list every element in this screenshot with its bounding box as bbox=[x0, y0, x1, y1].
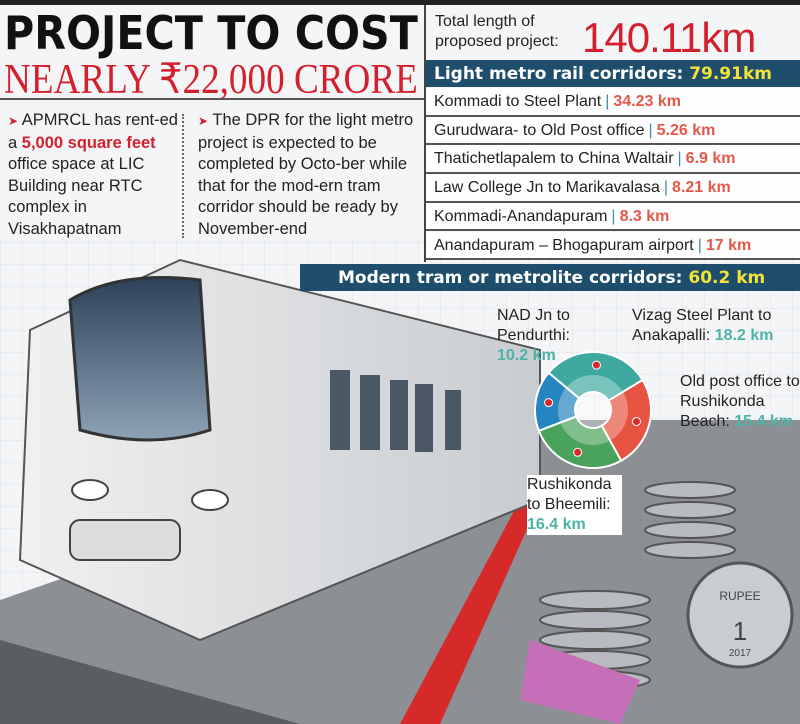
column-divider bbox=[424, 5, 426, 262]
route-km: 15.4 km bbox=[734, 413, 793, 430]
coin-text: RUPEE bbox=[719, 589, 760, 603]
route-name: Thatichetlapalem to China Waltair bbox=[434, 150, 674, 168]
bullet-text: office space at LIC Building near RTC co… bbox=[8, 155, 145, 238]
route-name: NAD Jn to Pendurthi: bbox=[497, 307, 570, 344]
route-km: 18.2 km bbox=[714, 327, 774, 344]
bullet-separator bbox=[182, 114, 185, 238]
tram-label-rushikonda: Rushikonda to Bheemili: 16.4 km bbox=[527, 475, 622, 535]
donut-slice bbox=[600, 378, 652, 463]
route-km: 17 km bbox=[705, 236, 752, 254]
slice-marker bbox=[544, 398, 554, 408]
light-metro-route-row: Kommadi-Anandapuram | 8.3 km bbox=[426, 202, 800, 232]
route-name: Rushikonda to Bheemili: bbox=[527, 476, 612, 513]
route-km: 6.9 km bbox=[685, 150, 736, 168]
tram-donut-chart bbox=[534, 351, 652, 469]
headline-line1: PROJECT TO COST bbox=[4, 6, 418, 60]
donut-slice bbox=[537, 415, 623, 469]
bullet-office: ➤ APMRCL has rent-ed a 5,000 square feet… bbox=[8, 110, 180, 240]
route-km: 8.3 km bbox=[619, 207, 670, 225]
route-km: 5.26 km bbox=[656, 121, 716, 139]
light-metro-route-row: Kommadi to Steel Plant | 34.23 km bbox=[426, 88, 800, 117]
tram-label-vizag: Vizag Steel Plant to Anakapalli: 18.2 km bbox=[632, 306, 800, 346]
route-km: 16.4 km bbox=[527, 516, 586, 533]
arrow-icon: ➤ bbox=[8, 114, 19, 128]
route-name: Kommadi to Steel Plant bbox=[434, 93, 602, 110]
arrow-icon: ➤ bbox=[198, 114, 209, 128]
route-name: Kommadi-Anandapuram bbox=[434, 207, 608, 225]
separator: | bbox=[611, 207, 616, 225]
donut-slice bbox=[547, 351, 645, 403]
separator: | bbox=[697, 236, 702, 254]
total-label-line2: proposed project: bbox=[435, 33, 559, 50]
route-km: 34.23 km bbox=[613, 93, 681, 110]
separator: | bbox=[677, 150, 682, 168]
bullet-dpr: ➤ The DPR for the light metro project is… bbox=[198, 110, 422, 240]
bullet-text: The DPR for the light metro project is e… bbox=[198, 111, 414, 238]
route-km: 8.21 km bbox=[672, 179, 731, 197]
total-value: 140.11km bbox=[582, 14, 756, 61]
headline-divider bbox=[0, 98, 424, 100]
light-metro-header: Light metro rail corridors: 79.91km bbox=[426, 60, 800, 87]
bullet-highlight: 5,000 square feet bbox=[21, 133, 156, 152]
light-metro-route-row: Thatichetlapalem to China Waltair | 6.9 km bbox=[426, 145, 800, 175]
slice-marker bbox=[573, 447, 583, 457]
light-metro-route-row: Gurudwara- to Old Post office | 5.26 km bbox=[426, 116, 800, 146]
tram-total: 60.2 km bbox=[688, 268, 766, 288]
tram-title: Modern tram or metrolite corridors: bbox=[338, 268, 689, 288]
light-metro-total: 79.91km bbox=[689, 64, 772, 84]
light-metro-route-row: Anandapuram – Bhogapuram airport | 17 km bbox=[426, 231, 800, 261]
tram-label-nad: NAD Jn to Pendurthi: 10.2 km bbox=[497, 306, 607, 366]
top-bar bbox=[0, 0, 800, 5]
separator: | bbox=[648, 121, 653, 139]
donut-inner-ring bbox=[558, 375, 628, 445]
coin-year: 2017 bbox=[729, 648, 752, 659]
bullet-text: APMRCL has rent-ed a bbox=[8, 111, 178, 152]
donut-slice bbox=[534, 371, 581, 433]
separator: | bbox=[605, 93, 610, 110]
route-name: Law College Jn to Marikavalasa bbox=[434, 179, 660, 197]
total-label-line1: Total length of bbox=[435, 13, 535, 30]
light-metro-title: Light metro rail corridors: bbox=[434, 64, 690, 84]
tram-header: Modern tram or metrolite corridors: 60.2… bbox=[300, 264, 800, 291]
route-km: 10.2 km bbox=[497, 347, 556, 364]
route-name: Gurudwara- to Old Post office bbox=[434, 121, 645, 139]
tram-label-oldpost: Old post office to Rushikonda Beach: 15.… bbox=[680, 372, 800, 432]
light-metro-route-row: Law College Jn to Marikavalasa | 8.21 km bbox=[426, 174, 800, 203]
route-name: Anandapuram – Bhogapuram airport bbox=[434, 236, 694, 254]
slice-marker bbox=[591, 360, 601, 370]
route-name: Old post office to Rushikonda Beach: bbox=[680, 373, 800, 430]
slice-marker bbox=[631, 417, 641, 427]
total-label: Total length of proposed project: bbox=[435, 12, 559, 52]
headline-line2: NEARLY ₹22,000 CRORE bbox=[4, 57, 418, 103]
separator: | bbox=[663, 179, 669, 197]
coin-value: 1 bbox=[733, 616, 747, 646]
route-name: Vizag Steel Plant to Anakapalli: bbox=[632, 307, 772, 344]
